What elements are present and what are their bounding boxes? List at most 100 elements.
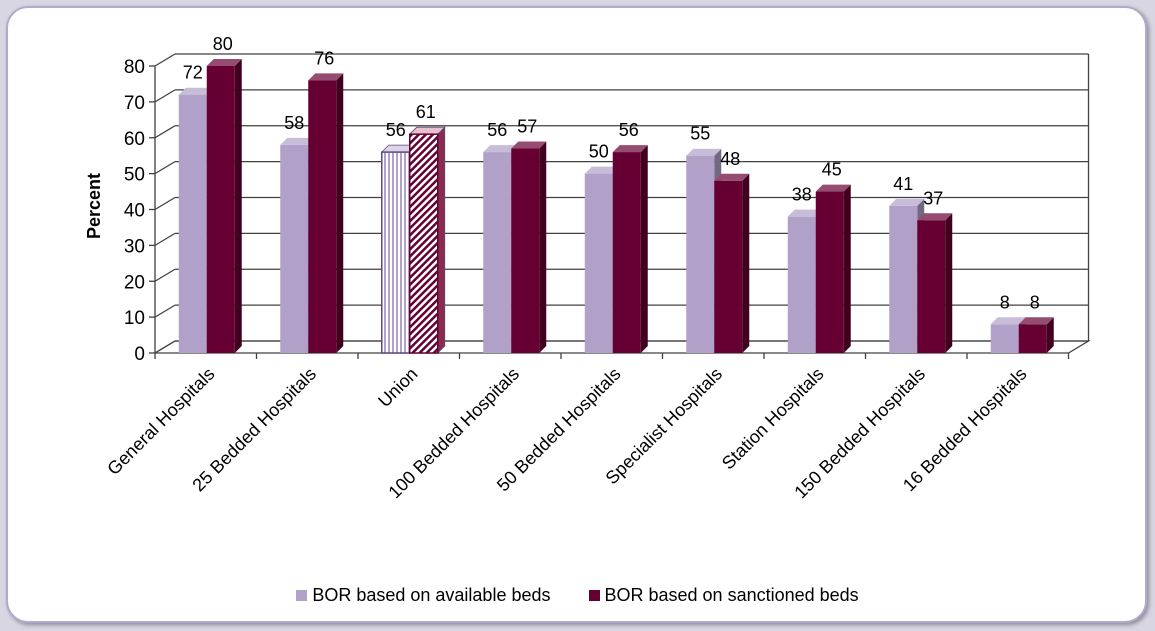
bar-top bbox=[1018, 317, 1054, 325]
bar-sanctioned-50-bedded-hospitals bbox=[612, 145, 648, 353]
bar-side bbox=[742, 173, 750, 353]
y-tick-label-30: 30 bbox=[124, 236, 145, 257]
y-tick-label-40: 40 bbox=[124, 201, 145, 222]
legend-swatch-available bbox=[296, 590, 308, 601]
data-label-available-general-hospitals: 72 bbox=[183, 63, 203, 83]
bar-top bbox=[917, 213, 953, 221]
data-label-available-union: 56 bbox=[386, 120, 406, 140]
bar-available-16-bedded-hospitals bbox=[990, 317, 1026, 353]
bar-front bbox=[612, 152, 641, 353]
data-label-sanctioned-union: 61 bbox=[416, 102, 436, 122]
bar-front bbox=[178, 94, 207, 353]
bar-sanctioned-specialist-hospitals bbox=[714, 173, 750, 353]
x-tick-label-station-hospitals: Station Hospitals bbox=[718, 364, 828, 474]
bar-side bbox=[336, 73, 344, 353]
bar-front bbox=[280, 144, 309, 353]
gridline-depth-40 bbox=[154, 196, 176, 211]
bar-top bbox=[308, 73, 344, 81]
data-label-available-50-bedded-hospitals: 50 bbox=[589, 142, 609, 162]
bar-sanctioned-union bbox=[408, 126, 446, 354]
data-label-available-specialist-hospitals: 55 bbox=[690, 124, 710, 144]
data-label-sanctioned-25-bedded-hospitals: 76 bbox=[314, 48, 334, 68]
bar-side bbox=[539, 141, 547, 353]
y-tick-label-60: 60 bbox=[124, 129, 145, 150]
data-label-sanctioned-50-bedded-hospitals: 56 bbox=[619, 120, 639, 140]
gridline-depth-70 bbox=[154, 89, 176, 103]
bar-front bbox=[584, 173, 613, 353]
bar-sanctioned-150-bedded-hospitals bbox=[917, 213, 953, 353]
gridline-depth-60 bbox=[154, 125, 176, 139]
y-tick-label-0: 0 bbox=[134, 344, 145, 365]
bar-top bbox=[584, 166, 620, 174]
bar-front bbox=[308, 80, 337, 353]
bar-sanctioned-general-hospitals bbox=[206, 59, 242, 353]
bar-front bbox=[787, 216, 816, 353]
legend-item-available: BOR based on available beds bbox=[296, 585, 551, 606]
x-tick-label-union: Union bbox=[374, 364, 421, 411]
bar-front bbox=[990, 324, 1019, 353]
data-label-sanctioned-general-hospitals: 80 bbox=[213, 34, 233, 54]
bar-top bbox=[787, 209, 823, 217]
bar-top bbox=[990, 317, 1026, 325]
gridline-depth-20 bbox=[154, 268, 176, 282]
bar-top bbox=[889, 198, 925, 206]
x-tick-label-general-hospitals: General Hospitals bbox=[103, 364, 218, 479]
bar-top bbox=[178, 87, 214, 95]
x-tick-label-specialist-hospitals: Specialist Hospitals bbox=[602, 364, 727, 489]
data-label-sanctioned-16-bedded-hospitals: 8 bbox=[1030, 292, 1040, 312]
bars bbox=[178, 59, 1054, 354]
legend-label-available: BOR based on available beds bbox=[312, 585, 551, 605]
y-tick-label-10: 10 bbox=[124, 308, 145, 329]
y-tick-label-50: 50 bbox=[124, 165, 145, 186]
gridline-depth-50 bbox=[154, 161, 176, 175]
bar-top bbox=[511, 141, 547, 149]
bar-sanctioned-25-bedded-hospitals bbox=[308, 73, 344, 353]
data-label-available-16-bedded-hospitals: 8 bbox=[1000, 292, 1010, 312]
gridline-depth-30 bbox=[154, 232, 176, 246]
bar-top bbox=[815, 184, 851, 192]
bar-side bbox=[1046, 317, 1054, 353]
bar-front bbox=[714, 180, 743, 353]
bar-side bbox=[945, 213, 953, 353]
bar-top bbox=[686, 148, 722, 156]
bar-top bbox=[280, 137, 316, 145]
legend-item-sanctioned: BOR based on sanctioned beds bbox=[588, 585, 859, 606]
bar-side bbox=[234, 59, 242, 353]
data-label-sanctioned-100-bedded-hospitals: 57 bbox=[517, 117, 537, 137]
y-axis-title: Percent bbox=[84, 173, 104, 239]
bar-front bbox=[686, 155, 715, 353]
bar-front bbox=[1018, 324, 1047, 353]
y-tick-label-70: 70 bbox=[124, 93, 145, 114]
y-tick-label-80: 80 bbox=[124, 57, 145, 78]
data-label-sanctioned-station-hospitals: 45 bbox=[822, 160, 842, 180]
data-labels: 72 80 58 76 56 61 56 57 50 56 55 48 38 45 41 37 8 8 bbox=[183, 34, 1040, 312]
bar-top bbox=[483, 145, 519, 153]
bar-front bbox=[409, 133, 439, 354]
bar-top bbox=[206, 59, 242, 66]
bar-top bbox=[714, 173, 750, 181]
bar-front bbox=[511, 148, 540, 353]
data-label-sanctioned-150-bedded-hospitals: 37 bbox=[923, 188, 943, 208]
bar-sanctioned-100-bedded-hospitals bbox=[511, 141, 547, 353]
data-label-sanctioned-specialist-hospitals: 48 bbox=[720, 149, 740, 169]
y-tick-label-20: 20 bbox=[124, 272, 145, 293]
bar-sanctioned-16-bedded-hospitals bbox=[1018, 317, 1054, 353]
bar-side bbox=[843, 184, 851, 353]
bar-side bbox=[437, 126, 446, 354]
bar-top bbox=[612, 145, 648, 153]
bar-side bbox=[640, 145, 648, 353]
bar-front bbox=[815, 191, 844, 353]
data-label-available-station-hospitals: 38 bbox=[792, 185, 812, 205]
data-label-available-150-bedded-hospitals: 41 bbox=[893, 174, 913, 194]
gridline-depth-80 bbox=[154, 53, 176, 67]
bar-front bbox=[889, 205, 918, 353]
bar-front bbox=[381, 151, 411, 354]
legend-label-sanctioned: BOR based on sanctioned beds bbox=[604, 585, 859, 605]
legend: BOR based on available beds BOR based on… bbox=[0, 585, 1155, 606]
gridline-depth-10 bbox=[154, 304, 176, 318]
data-label-available-100-bedded-hospitals: 56 bbox=[487, 120, 507, 140]
bar-front bbox=[483, 152, 512, 353]
legend-swatch-sanctioned bbox=[588, 590, 600, 601]
bar-sanctioned-station-hospitals bbox=[815, 184, 851, 353]
